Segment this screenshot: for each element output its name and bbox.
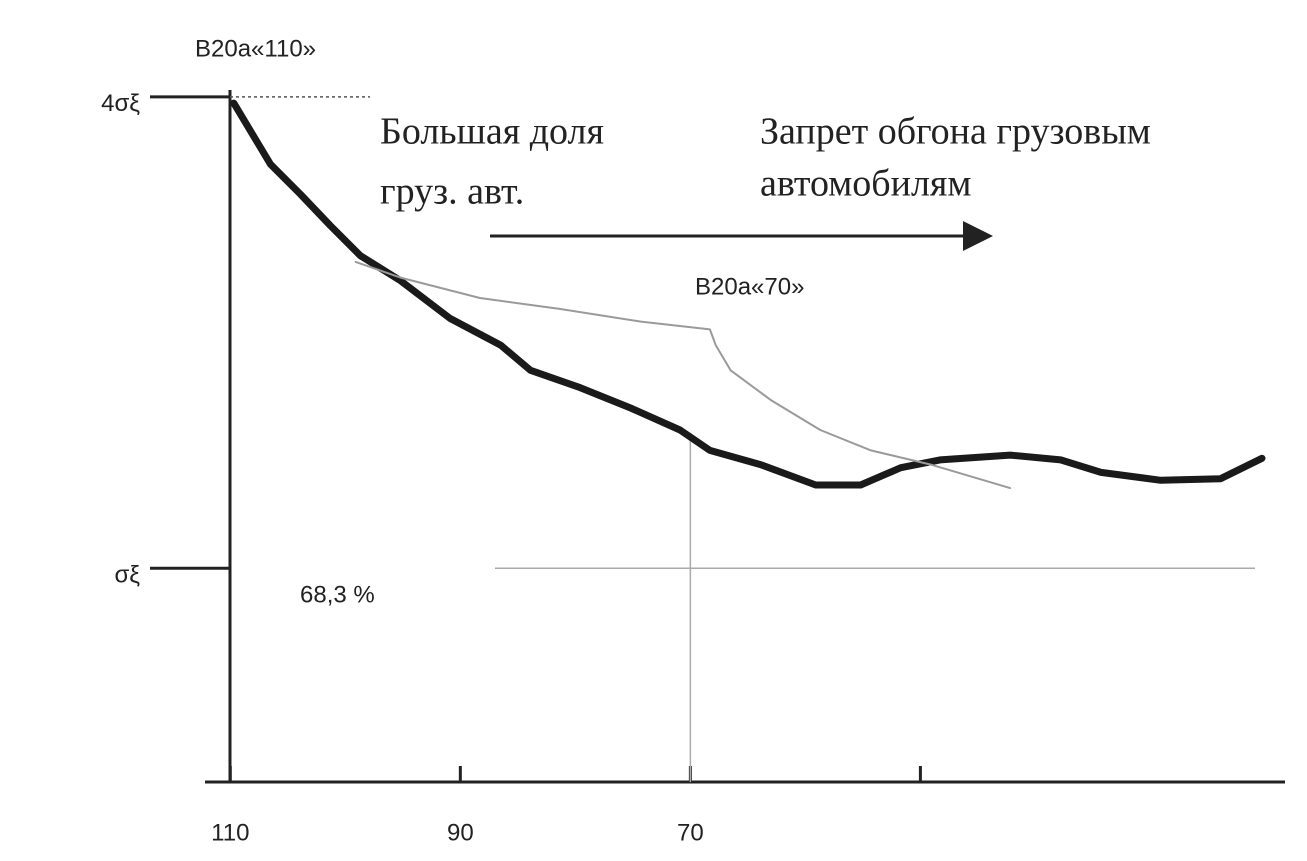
annotation: Запрет обгона грузовым [760, 111, 1151, 153]
y-tick-label: 4σξ [101, 90, 140, 117]
series-label: B20a«70» [695, 273, 804, 300]
series-line [354, 260, 1012, 490]
annotation: груз. авт. [380, 171, 524, 213]
series-label: B20a«110» [195, 35, 316, 62]
x-tick-label: 110 [211, 819, 249, 846]
y-tick-label: σξ [114, 562, 140, 589]
series-line [230, 99, 1266, 489]
x-tick-label: 70 [677, 819, 704, 846]
annotation: автомобилям [760, 163, 971, 205]
annotation: Большая доля [380, 111, 604, 153]
annotation: 68,3 % [300, 581, 375, 608]
x-tick-label: 90 [447, 819, 474, 846]
